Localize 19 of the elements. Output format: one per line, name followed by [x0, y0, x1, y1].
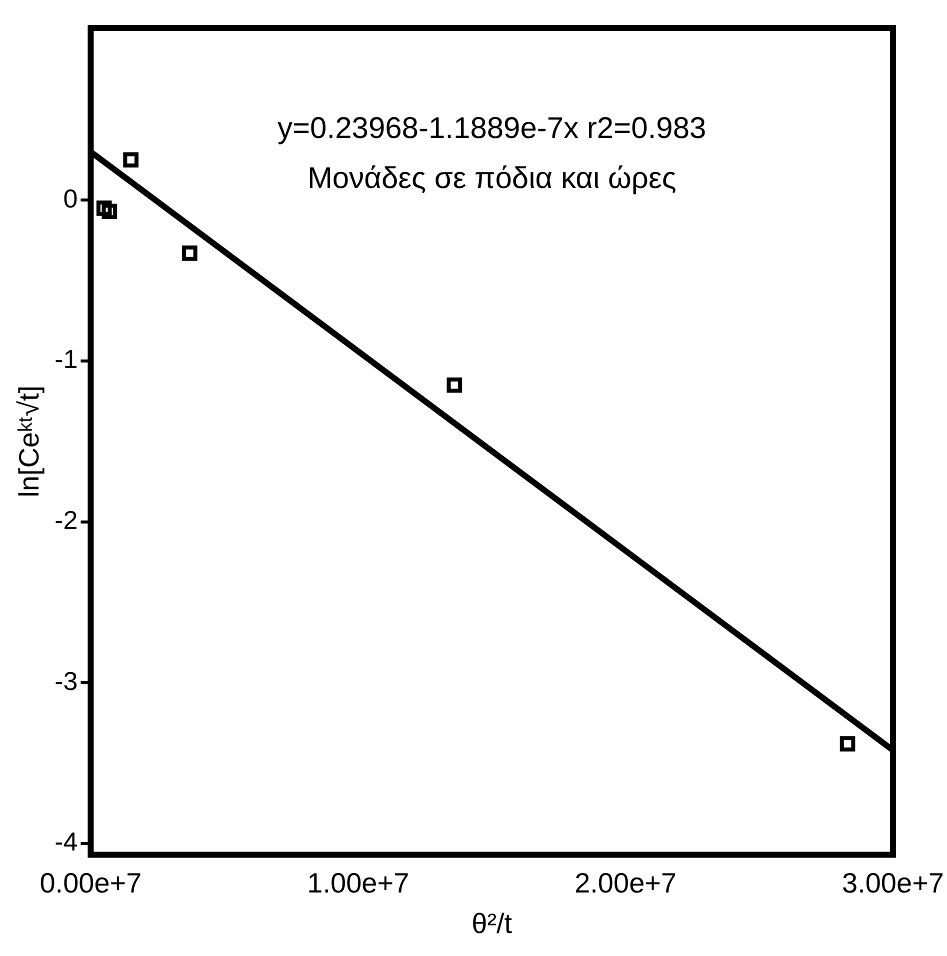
x-tick-label: 2.00e+7 [574, 867, 677, 898]
annotation: Μονάδες σε πόδια και ώρες [307, 162, 676, 195]
y-tick-label: 0 [63, 183, 78, 214]
x-axis-title: θ²/t [472, 908, 512, 939]
y-tick-label: -4 [54, 826, 78, 857]
point [96, 200, 112, 216]
point [446, 377, 462, 393]
x-tick-label: 1.00e+7 [307, 867, 410, 898]
point [102, 204, 118, 220]
point [123, 152, 138, 168]
y-tick-label: -2 [54, 505, 78, 535]
y-axis-title: ln[Ceᵏᵗ√t] [14, 385, 45, 498]
x-tick-label: 3.00e+7 [842, 867, 944, 898]
y-tick-label: -1 [54, 344, 78, 374]
x-tick-label: 0.00e+7 [40, 867, 142, 898]
point [840, 736, 856, 752]
y-tick-label: -3 [54, 666, 78, 696]
annotation: y=0.23968-1.1889e-7x r2=0.983 [278, 112, 706, 145]
point [182, 246, 198, 261]
